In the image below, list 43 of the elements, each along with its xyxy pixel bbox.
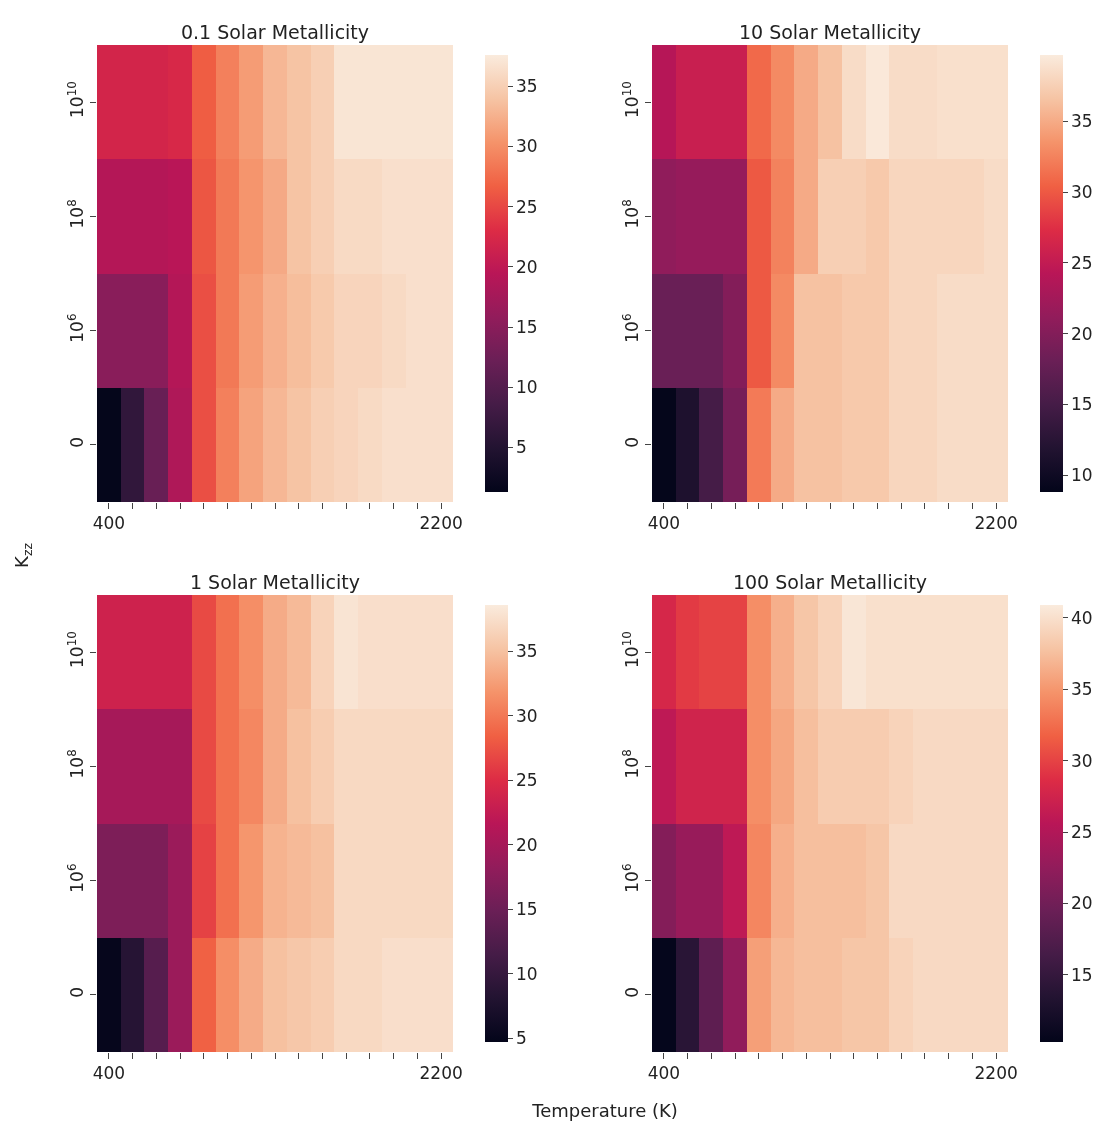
- x-tick-label: 400: [92, 513, 126, 534]
- color-bar-label: 35: [515, 641, 538, 662]
- color-bar-label: 25: [1070, 252, 1093, 273]
- x-tick-label: 400: [92, 1063, 126, 1084]
- color-bar-label: 25: [515, 196, 538, 217]
- color-bar-label: 5: [515, 1028, 527, 1049]
- y-tick-label: 0: [622, 436, 643, 448]
- x-tick-label: 2200: [419, 1063, 463, 1084]
- x-tick-label: 2200: [974, 513, 1018, 534]
- chart-title: 100 Solar Metallicity: [732, 571, 928, 593]
- color-bar-label: 15: [1070, 964, 1093, 985]
- color-bar-label: 25: [515, 770, 538, 791]
- x-tick-label: 2200: [419, 513, 463, 534]
- color-bar-label: 25: [1070, 822, 1093, 843]
- color-bar-label: 20: [515, 256, 538, 277]
- color-bar-label: 20: [1070, 893, 1093, 914]
- color-bar-label: 30: [1070, 750, 1093, 771]
- color-bar-label: 35: [1070, 111, 1093, 132]
- x-tick-label: 400: [647, 513, 681, 534]
- x-tick-label: 2200: [974, 1063, 1018, 1084]
- y-tick-label: 0: [67, 986, 88, 998]
- color-bar-label: 20: [515, 834, 538, 855]
- color-bar-label: 15: [515, 899, 538, 920]
- color-bar-label: 10: [1070, 464, 1093, 485]
- chart-title: 1 Solar Metallicity: [189, 571, 361, 593]
- color-bar-label: 30: [515, 705, 538, 726]
- color-bar-label: 35: [515, 76, 538, 97]
- color-bar-label: 40: [1070, 607, 1093, 628]
- color-bar-label: 30: [515, 136, 538, 157]
- color-bar-label: 5: [515, 437, 527, 458]
- color-bar-label: 35: [1070, 679, 1093, 700]
- color-bar-label: 30: [1070, 182, 1093, 203]
- y-tick-label: 0: [67, 436, 88, 448]
- chart-title: 10 Solar Metallicity: [738, 21, 922, 43]
- x-axis-title: Temperature (K): [532, 1099, 678, 1123]
- chart-title: 0.1 Solar Metallicity: [180, 21, 370, 43]
- y-tick-label: 0: [622, 986, 643, 998]
- x-tick-label: 400: [647, 1063, 681, 1084]
- color-bar-label: 15: [1070, 394, 1093, 415]
- color-bar-label: 20: [1070, 323, 1093, 344]
- color-bar-label: 10: [515, 963, 538, 984]
- color-bar-label: 10: [515, 377, 538, 398]
- color-bar-label: 15: [515, 317, 538, 338]
